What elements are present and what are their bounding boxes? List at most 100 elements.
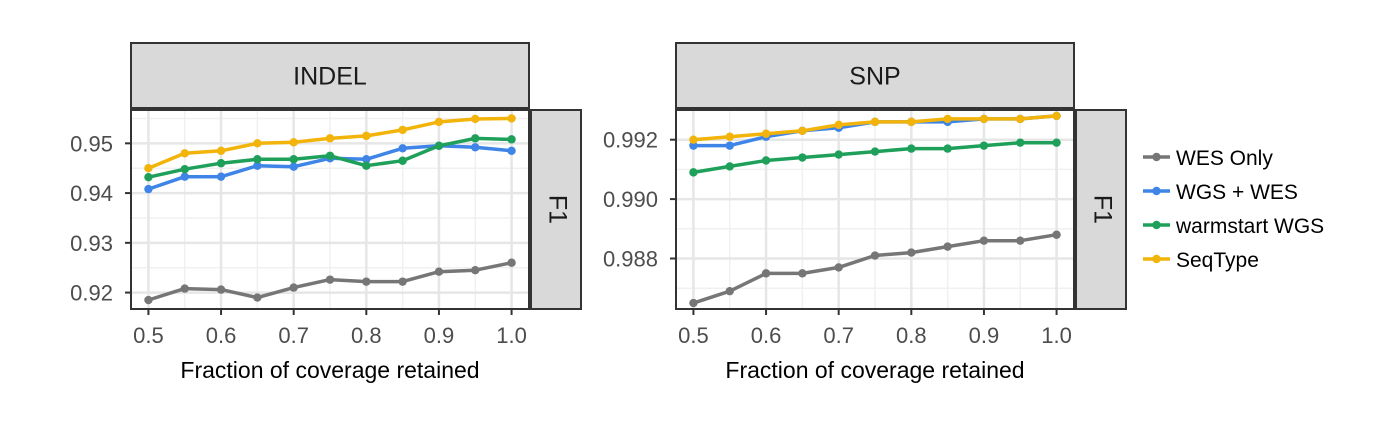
data-point-warmstart-wgs [907,144,916,153]
data-point-warmstart-wgs [289,155,298,164]
row-strip-label: F1 [543,195,571,224]
x-tick-label: 0.9 [424,323,455,348]
y-tick-label: 0.988 [603,247,658,272]
row-strip [530,109,582,310]
data-point-seqtype [979,114,989,124]
x-tick-label: 0.9 [969,323,1000,348]
x-tick-label: 0.5 [133,323,164,348]
x-tick-label: 0.7 [278,323,309,348]
data-point-seqtype [689,135,698,144]
data-point-wgs-wes [507,146,516,155]
data-point-wes-only [689,298,698,308]
data-point-wes-only [253,293,262,302]
data-point-wgs-wes [398,144,407,153]
x-tick-label: 0.5 [678,323,709,348]
data-point-seqtype [289,138,298,147]
data-point-wes-only [362,277,371,286]
legend-label-seqtype: SeqType [1176,249,1259,272]
legend-key-point-wes-only [1152,152,1161,162]
data-point-seqtype [434,117,444,127]
data-point-warmstart-wgs [1016,138,1025,147]
facet-strip-label: INDEL [293,63,367,91]
data-point-wes-only [834,263,843,272]
data-point-wes-only [798,269,807,278]
data-point-warmstart-wgs [216,159,226,168]
data-point-seqtype [725,132,734,141]
y-tick-label: 0.92 [70,281,113,306]
data-point-wes-only [507,258,516,267]
data-point-warmstart-wgs [253,155,262,164]
data-point-warmstart-wgs [471,134,480,143]
data-point-wgs-wes [689,141,698,150]
y-tick-label: 0.95 [70,131,113,156]
data-point-wes-only [1016,236,1025,245]
data-point-wes-only [325,275,335,284]
data-point-warmstart-wgs [507,135,516,144]
data-point-warmstart-wgs [144,172,153,182]
data-point-wgs-wes [180,172,189,181]
data-point-wes-only [471,265,480,275]
data-point-seqtype [507,114,516,123]
data-point-wgs-wes [216,172,226,181]
data-point-warmstart-wgs [362,161,371,170]
data-point-warmstart-wgs [180,165,189,174]
data-point-seqtype [1016,114,1025,124]
row-strip-label: F1 [1088,195,1116,224]
data-point-wgs-wes [725,141,734,150]
data-point-warmstart-wgs [398,156,407,165]
data-point-wes-only [144,295,153,305]
y-tick-label: 0.990 [603,187,658,212]
data-point-warmstart-wgs [870,147,880,156]
data-point-wes-only [943,242,952,251]
y-tick-label: 0.94 [70,181,113,206]
data-point-wes-only [434,267,444,276]
facet-strip [130,42,530,109]
facet-strip-label: SNP [849,63,900,91]
data-point-wes-only [725,286,734,296]
data-point-wes-only [180,284,189,293]
data-point-seqtype [907,117,916,127]
row-strip [1075,109,1127,310]
data-point-wes-only [907,248,916,257]
data-point-warmstart-wgs [725,162,734,171]
data-point-warmstart-wgs [798,153,807,162]
data-point-wgs-wes [289,162,298,171]
data-point-seqtype [180,149,189,158]
legend-label-wes-only: WES Only [1176,147,1273,170]
x-axis-title: Fraction of coverage retained [180,357,479,383]
y-tick-label: 0.992 [603,128,658,153]
x-tick-label: 1.0 [1041,323,1072,348]
facet-strip [675,42,1075,109]
legend-key-point-wgs-wes [1152,186,1161,196]
data-point-wgs-wes [253,161,262,170]
legend-label-wgs-wes: WGS + WES [1176,181,1298,204]
legend-key-point-warmstart-wgs [1152,220,1161,230]
y-tick-label: 0.93 [70,231,113,256]
data-point-wes-only [289,283,298,292]
x-tick-label: 0.6 [206,323,237,348]
x-axis-title: Fraction of coverage retained [725,357,1024,383]
data-point-seqtype [362,131,371,141]
data-point-seqtype [471,114,480,124]
data-point-wgs-wes [144,184,153,194]
data-point-warmstart-wgs [689,168,698,177]
plot-border [675,109,1075,310]
data-point-seqtype [216,146,226,155]
x-tick-label: 0.6 [751,323,782,348]
data-point-seqtype [144,164,153,173]
legend-label-warmstart-wgs: warmstart WGS [1175,215,1324,238]
data-point-warmstart-wgs [1052,138,1061,147]
data-point-seqtype [1052,111,1061,121]
data-point-warmstart-wgs [979,141,989,150]
x-tick-label: 0.7 [823,323,854,348]
x-tick-label: 1.0 [496,323,527,348]
data-point-wes-only [979,236,989,245]
plot-border [130,109,530,310]
data-point-warmstart-wgs [761,156,771,165]
data-point-wgs-wes [362,155,371,164]
data-point-seqtype [943,114,952,124]
data-point-seqtype [253,139,262,148]
data-point-warmstart-wgs [434,141,444,151]
data-point-seqtype [325,134,335,143]
